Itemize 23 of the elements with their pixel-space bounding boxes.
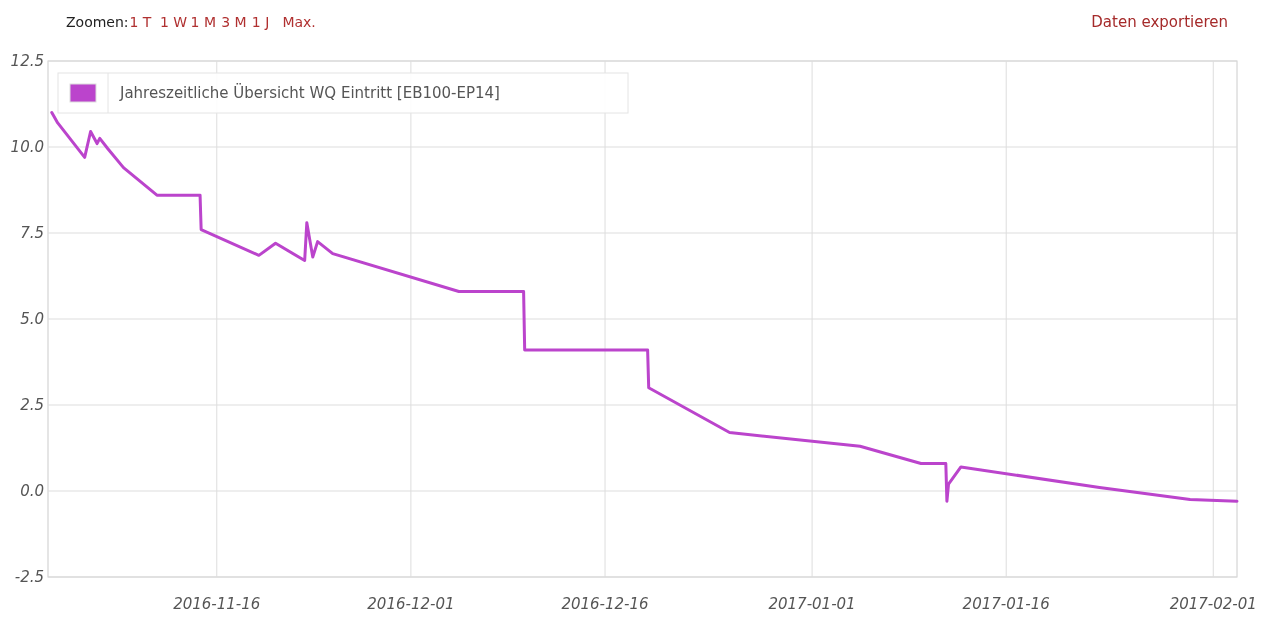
x-tick-label: 2016-11-16 <box>173 595 261 613</box>
x-tick-label: 2017-02-01 <box>1169 595 1257 613</box>
text: 1 J <box>251 14 270 30</box>
legend-label: Jahreszeitliche Übersicht WQ Eintritt [EB100-EP14] <box>119 83 500 103</box>
text: 1 T <box>129 14 152 30</box>
y-tick-label: 5.0 <box>20 310 44 329</box>
x-tick-label: 2017-01-01 <box>768 595 856 613</box>
y-tick-label: -2.5 <box>14 568 44 587</box>
text: 1 W <box>160 14 188 30</box>
y-tick-label: 2.5 <box>20 396 44 415</box>
text: 3 M <box>221 14 247 30</box>
y-tick-label: 0.0 <box>20 482 44 501</box>
text: 1 M <box>190 14 217 30</box>
text: Zoomen: <box>66 14 129 30</box>
y-tick-label: 7.5 <box>20 224 44 243</box>
x-tick-label: 2017-01-16 <box>962 595 1050 613</box>
text: Daten exportieren <box>1091 13 1228 31</box>
y-tick-label: 10.0 <box>10 138 44 157</box>
y-tick-label: 12.5 <box>10 52 44 71</box>
line-series <box>50 111 1239 503</box>
text: Max. <box>282 14 316 30</box>
x-tick-label: 2016-12-16 <box>561 595 649 613</box>
x-tick-label: 2016-12-01 <box>367 595 455 613</box>
